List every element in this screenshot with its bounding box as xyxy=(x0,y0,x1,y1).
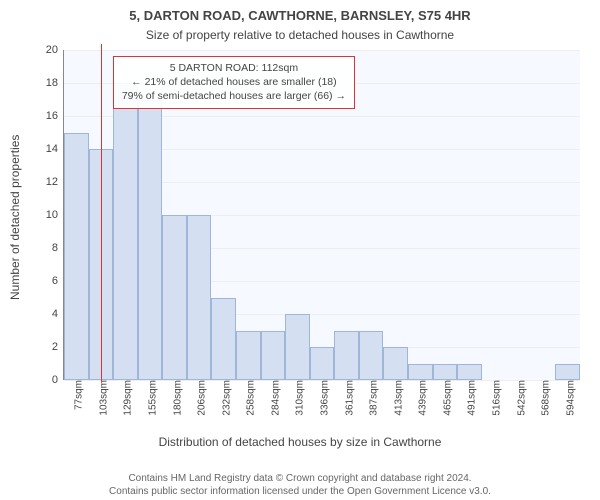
y-tick-label: 16 xyxy=(46,110,64,122)
y-tick-label: 18 xyxy=(46,77,64,89)
marker-line xyxy=(101,44,103,382)
x-tick-label: 206sqm xyxy=(191,380,208,416)
histogram-bar xyxy=(138,100,163,381)
x-tick-label: 258sqm xyxy=(240,380,257,416)
x-tick-label: 361sqm xyxy=(338,380,355,416)
histogram-bar xyxy=(310,347,335,380)
x-tick-label: 155sqm xyxy=(142,380,159,416)
x-tick-label: 491sqm xyxy=(461,380,478,416)
x-tick-label: 284sqm xyxy=(264,380,281,416)
histogram-bar xyxy=(433,364,458,381)
histogram-bar xyxy=(236,331,261,381)
histogram-bar xyxy=(408,364,433,381)
x-tick-label: 336sqm xyxy=(314,380,331,416)
x-tick-label: 465sqm xyxy=(436,380,453,416)
y-tick-label: 0 xyxy=(52,374,64,386)
x-tick-label: 387sqm xyxy=(363,380,380,416)
y-tick-label: 8 xyxy=(52,242,64,254)
histogram-bar xyxy=(162,215,187,380)
x-tick-label: 413sqm xyxy=(387,380,404,416)
y-tick-label: 14 xyxy=(46,143,64,155)
x-axis-label: Distribution of detached houses by size … xyxy=(0,435,600,449)
x-tick-label: 180sqm xyxy=(166,380,183,416)
marker-annotation: 5 DARTON ROAD: 112sqm ← 21% of detached … xyxy=(113,56,355,109)
histogram-bar xyxy=(64,133,89,381)
footer-line-1: Contains HM Land Registry data © Crown c… xyxy=(0,472,600,485)
annotation-line-1: 5 DARTON ROAD: 112sqm xyxy=(122,61,346,75)
histogram-bar xyxy=(211,298,236,381)
x-tick-label: 568sqm xyxy=(535,380,552,416)
x-tick-label: 542sqm xyxy=(510,380,527,416)
y-tick-label: 6 xyxy=(52,275,64,287)
y-tick-label: 2 xyxy=(52,341,64,353)
y-tick-label: 4 xyxy=(52,308,64,320)
histogram-bar xyxy=(187,215,212,380)
y-tick-label: 12 xyxy=(46,176,64,188)
page-subtitle: Size of property relative to detached ho… xyxy=(0,28,600,42)
y-axis-label: Number of detached properties xyxy=(8,135,22,300)
x-tick-label: 129sqm xyxy=(117,380,134,416)
annotation-line-2: ← 21% of detached houses are smaller (18… xyxy=(122,75,346,89)
y-tick-label: 20 xyxy=(46,44,64,56)
histogram-chart: 0246810121416182077sqm103sqm129sqm155sqm… xyxy=(64,50,580,380)
histogram-bar xyxy=(555,364,580,381)
annotation-line-3: 79% of semi-detached houses are larger (… xyxy=(122,89,346,103)
footer-line-2: Contains public sector information licen… xyxy=(0,485,600,498)
x-tick-label: 594sqm xyxy=(559,380,576,416)
histogram-bar xyxy=(113,83,138,380)
histogram-bar xyxy=(383,347,408,380)
x-tick-label: 310sqm xyxy=(289,380,306,416)
gridline-h xyxy=(64,50,580,51)
histogram-bar xyxy=(457,364,482,381)
histogram-bar xyxy=(261,331,286,381)
x-tick-label: 439sqm xyxy=(412,380,429,416)
footer: Contains HM Land Registry data © Crown c… xyxy=(0,472,600,498)
page-title: 5, DARTON ROAD, CAWTHORNE, BARNSLEY, S75… xyxy=(0,8,600,23)
x-tick-label: 516sqm xyxy=(486,380,503,416)
histogram-bar xyxy=(359,331,384,381)
x-tick-label: 232sqm xyxy=(215,380,232,416)
histogram-bar xyxy=(334,331,359,381)
x-tick-label: 77sqm xyxy=(68,380,85,410)
histogram-bar xyxy=(285,314,310,380)
x-tick-label: 103sqm xyxy=(92,380,109,416)
y-tick-label: 10 xyxy=(46,209,64,221)
